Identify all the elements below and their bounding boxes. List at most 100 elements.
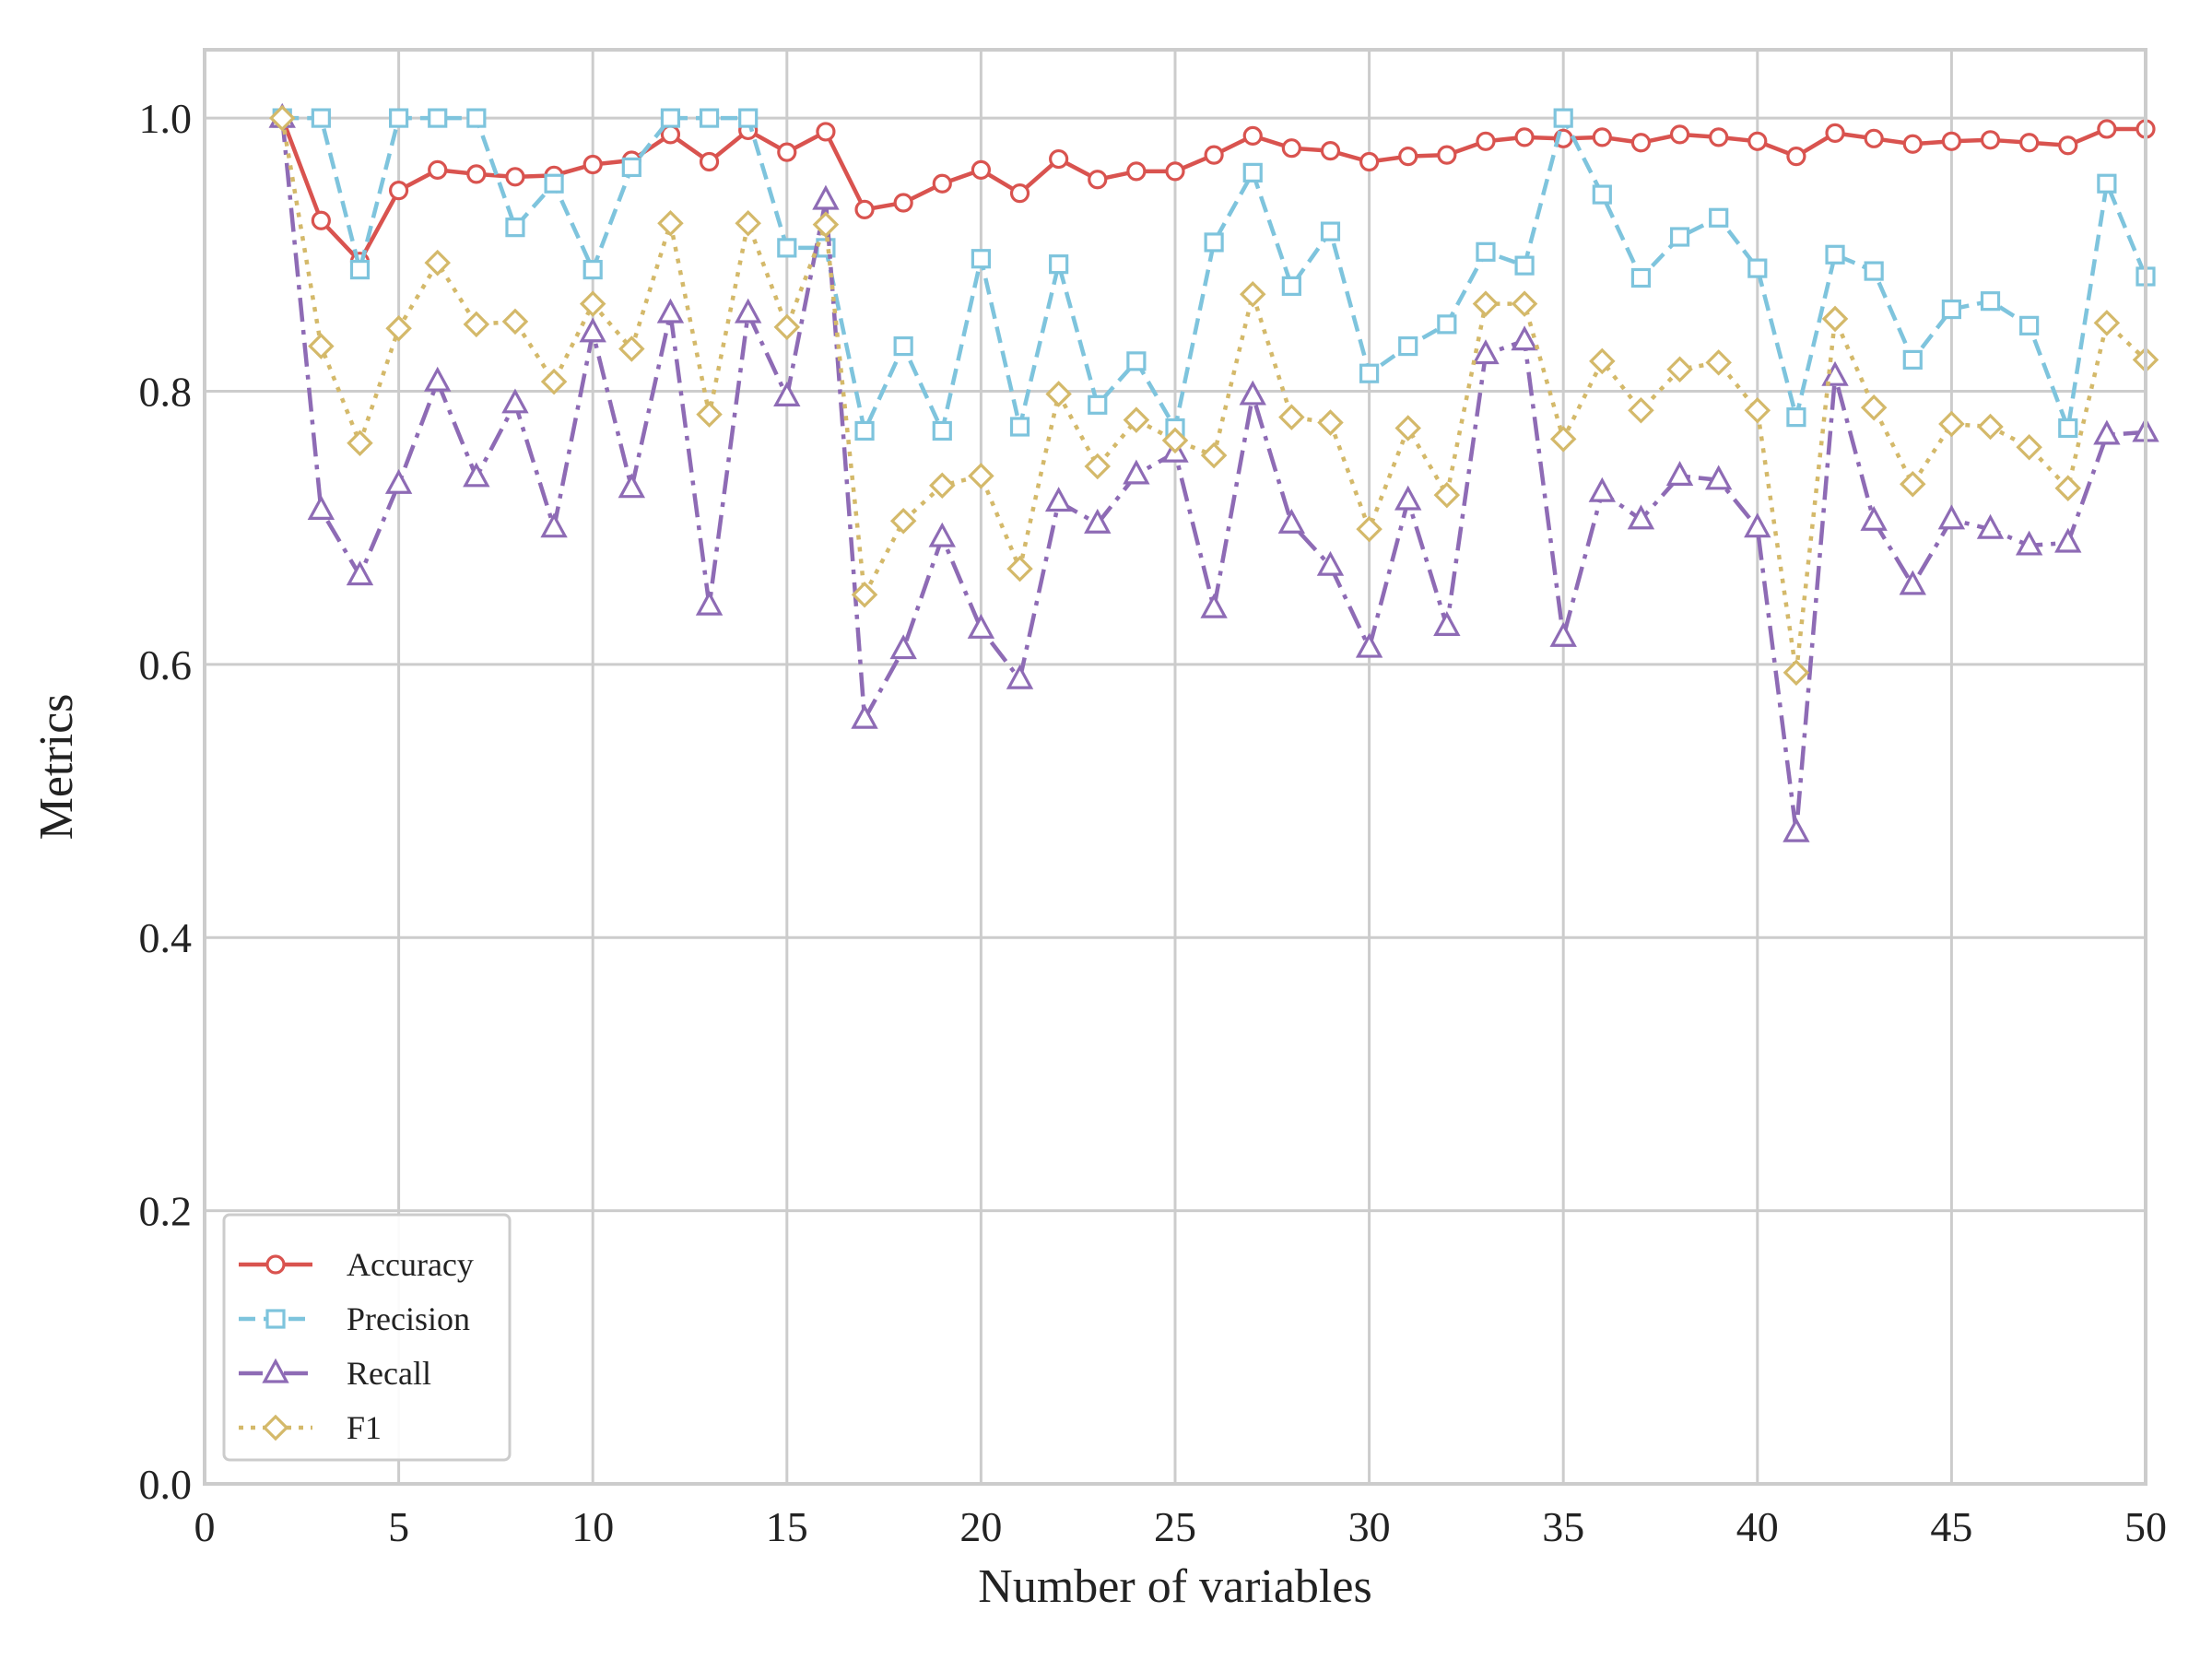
data-point-square bbox=[1825, 244, 1845, 265]
data-point-triangle bbox=[2054, 527, 2082, 553]
data-point-diamond bbox=[1472, 290, 1500, 317]
data-point-circle bbox=[1864, 128, 1884, 148]
legend-label-f1: F1 bbox=[347, 1409, 382, 1446]
data-point-circle bbox=[389, 181, 409, 201]
data-point-diamond bbox=[929, 472, 956, 499]
data-point-triangle bbox=[1394, 485, 1422, 511]
data-point-square bbox=[1437, 314, 1457, 335]
data-point-square bbox=[1864, 261, 1884, 281]
data-point-diamond bbox=[1549, 426, 1577, 453]
data-point-square bbox=[1281, 276, 1301, 296]
data-point-diamond bbox=[501, 308, 529, 335]
data-point-triangle bbox=[463, 462, 490, 488]
data-point-diamond bbox=[347, 429, 373, 457]
data-point-diamond bbox=[1278, 404, 1305, 430]
data-point-circle bbox=[2097, 119, 2117, 139]
data-point-square bbox=[1747, 258, 1768, 278]
x-axis-title: Number of variables bbox=[978, 1560, 1371, 1613]
data-point-diamond bbox=[1084, 453, 1112, 480]
data-point-circle bbox=[1825, 123, 1845, 143]
data-point-triangle bbox=[501, 388, 529, 414]
data-point-circle bbox=[854, 199, 875, 219]
x-tick-label: 25 bbox=[1154, 1503, 1196, 1550]
data-point-circle bbox=[428, 159, 448, 181]
data-point-diamond bbox=[773, 313, 801, 341]
data-point-triangle bbox=[1123, 459, 1150, 485]
legend-label-recall: Recall bbox=[347, 1355, 431, 1392]
data-point-triangle bbox=[1239, 380, 1266, 406]
data-point-diamond bbox=[1006, 555, 1033, 582]
y-tick-label: 0.2 bbox=[139, 1188, 193, 1235]
y-tick-label: 1.0 bbox=[139, 95, 193, 142]
data-point-circle bbox=[816, 122, 836, 142]
data-point-diamond bbox=[268, 104, 296, 132]
data-point-triangle bbox=[540, 512, 568, 538]
data-point-square bbox=[1126, 351, 1147, 371]
data-point-diamond bbox=[1161, 427, 1189, 454]
data-point-diamond bbox=[540, 368, 568, 395]
data-point-circle bbox=[1709, 127, 1729, 147]
data-point-square bbox=[1980, 291, 2001, 312]
data-point-diamond bbox=[424, 249, 451, 276]
data-point-triangle bbox=[262, 1358, 289, 1383]
data-point-triangle bbox=[1588, 477, 1617, 502]
data-point-square bbox=[349, 259, 371, 280]
legend-label-accuracy: Accuracy bbox=[347, 1246, 474, 1283]
data-point-triangle bbox=[384, 468, 413, 494]
data-point-square bbox=[816, 238, 836, 258]
data-point-triangle bbox=[734, 298, 762, 324]
data-point-diamond bbox=[308, 333, 335, 359]
data-point-square bbox=[1320, 221, 1341, 241]
data-point-triangle bbox=[1976, 513, 2005, 539]
data-point-diamond bbox=[1628, 396, 1654, 424]
data-point-circle bbox=[265, 1254, 286, 1275]
data-point-square bbox=[1204, 232, 1224, 253]
series-f1 bbox=[268, 104, 2159, 687]
data-point-circle bbox=[311, 210, 331, 230]
data-point-circle bbox=[1476, 131, 1496, 151]
data-point-triangle bbox=[1860, 505, 1888, 531]
x-tick-label: 40 bbox=[1736, 1503, 1779, 1550]
data-point-triangle bbox=[1316, 550, 1345, 576]
y-tick-label: 0.8 bbox=[139, 368, 193, 415]
data-point-circle bbox=[505, 167, 525, 187]
data-point-triangle bbox=[1200, 593, 1228, 618]
data-point-triangle bbox=[1899, 570, 1926, 595]
data-point-circle bbox=[1941, 131, 1961, 151]
data-point-square bbox=[777, 238, 797, 258]
series-precision bbox=[272, 108, 2156, 441]
data-point-diamond bbox=[1356, 515, 1382, 543]
data-point-triangle bbox=[851, 703, 878, 729]
data-point-diamond bbox=[1123, 406, 1150, 433]
data-point-diamond bbox=[463, 311, 490, 338]
legend: Accuracy Precision Recall F1 bbox=[222, 1213, 512, 1462]
data-point-triangle bbox=[695, 590, 724, 616]
x-tick-label: 35 bbox=[1542, 1503, 1584, 1550]
data-point-triangle bbox=[928, 522, 956, 547]
data-point-triangle bbox=[967, 613, 995, 639]
data-point-triangle bbox=[2015, 530, 2043, 556]
data-point-circle bbox=[1204, 145, 1224, 165]
x-tick-label: 20 bbox=[959, 1503, 1002, 1550]
data-point-square bbox=[1088, 394, 1108, 415]
data-point-square bbox=[699, 108, 720, 128]
data-point-square bbox=[1709, 207, 1729, 228]
data-point-diamond bbox=[657, 209, 684, 237]
data-point-triangle bbox=[1704, 465, 1733, 490]
data-point-triangle bbox=[307, 495, 335, 521]
data-point-diamond bbox=[968, 463, 994, 489]
data-point-circle bbox=[1398, 146, 1418, 167]
data-point-circle bbox=[1281, 138, 1301, 159]
data-point-circle bbox=[971, 159, 992, 181]
data-point-diamond bbox=[1200, 441, 1228, 469]
series-line-recall bbox=[280, 117, 2147, 835]
data-point-triangle bbox=[1355, 632, 1383, 658]
data-point-circle bbox=[1747, 131, 1768, 151]
data-point-triangle bbox=[889, 634, 917, 660]
data-point-circle bbox=[2019, 133, 2040, 153]
data-point-triangle bbox=[1006, 664, 1034, 689]
data-point-square bbox=[2058, 418, 2078, 439]
data-point-circle bbox=[1514, 127, 1535, 147]
data-point-diamond bbox=[2093, 310, 2121, 336]
data-point-square bbox=[893, 335, 913, 357]
